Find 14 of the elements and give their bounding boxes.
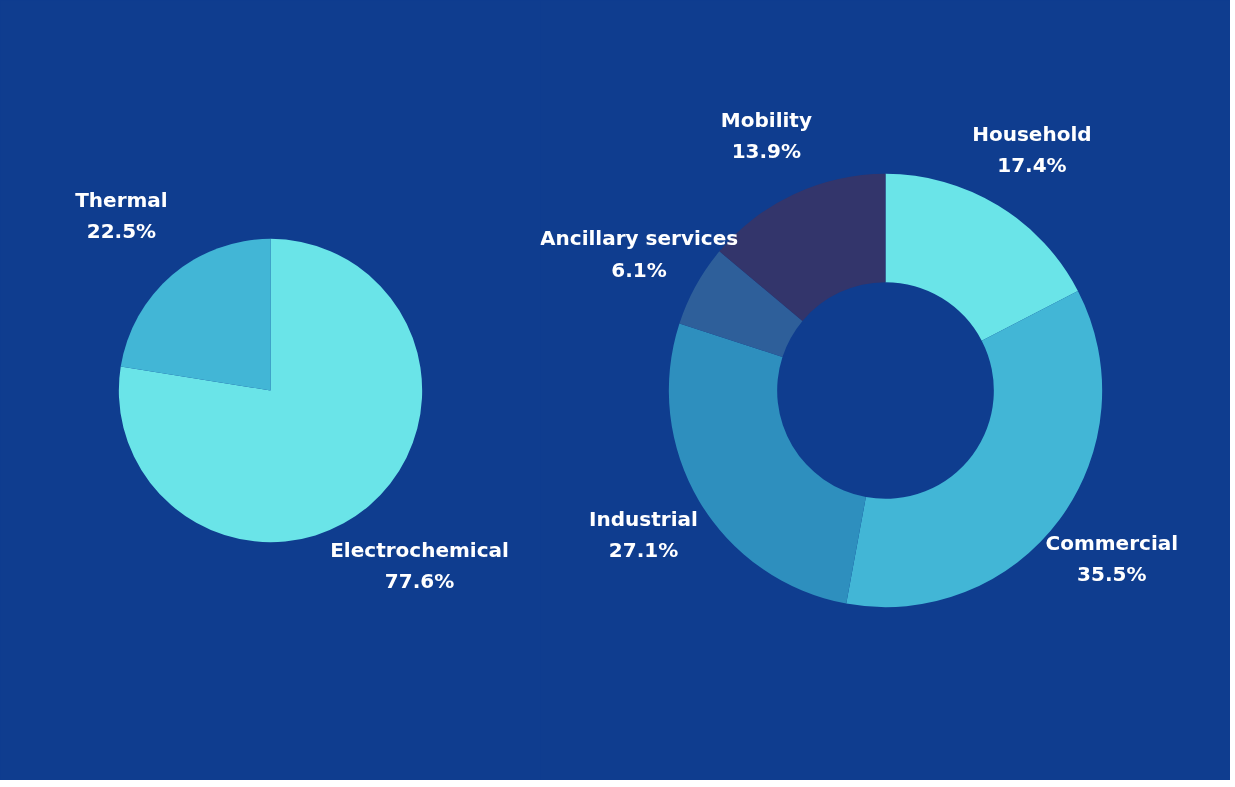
data-label: 35.5% bbox=[1077, 561, 1147, 586]
slice-label: Household bbox=[972, 122, 1092, 147]
slice-label: Ancillary services bbox=[540, 226, 739, 251]
data-label: 77.6% bbox=[384, 568, 455, 593]
slice-label: Mobility bbox=[720, 107, 812, 132]
slice-label: Industrial bbox=[589, 507, 698, 532]
slice-label: Electrochemical bbox=[330, 537, 509, 562]
slice-label: Thermal bbox=[75, 188, 168, 213]
data-label: 22.5% bbox=[86, 219, 157, 244]
data-label: 17.4% bbox=[997, 153, 1067, 178]
data-label: 13.9% bbox=[731, 138, 802, 163]
data-label: 6.1% bbox=[611, 257, 667, 282]
data-label: 27.1% bbox=[608, 538, 679, 563]
slice-label: Commercial bbox=[1045, 530, 1179, 555]
